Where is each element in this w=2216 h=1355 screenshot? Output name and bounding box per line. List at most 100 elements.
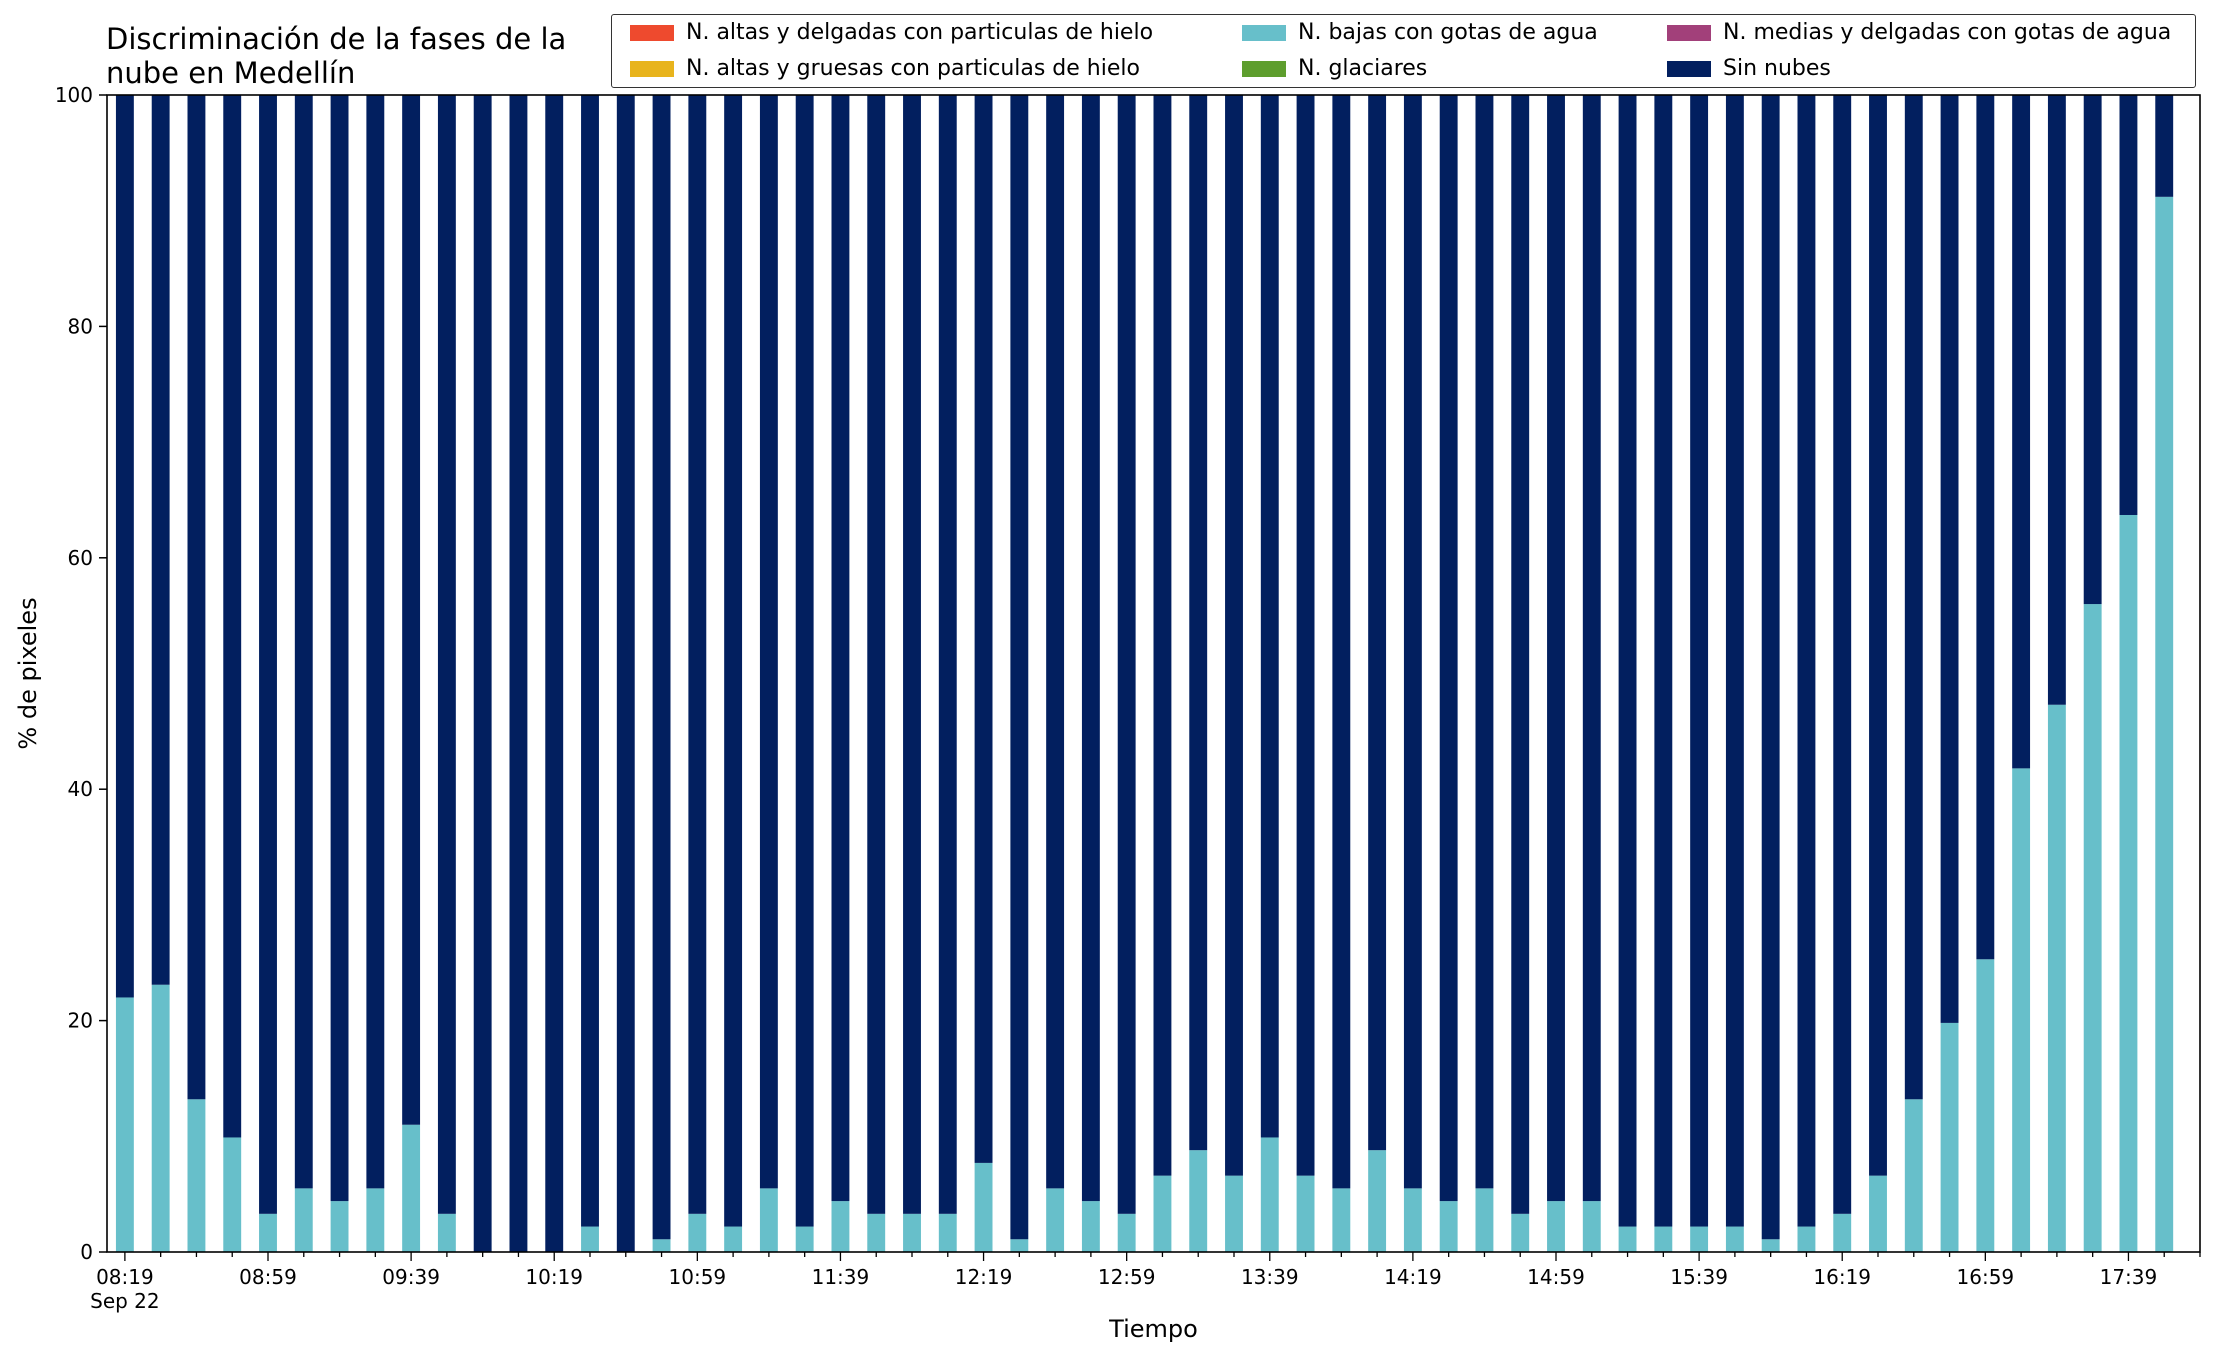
legend-swatch (1667, 61, 1711, 77)
bar-segment (1725, 1226, 1744, 1252)
bar-segment (1475, 95, 1494, 1189)
bar-segment (1976, 959, 1995, 1252)
bar-segment (1225, 95, 1243, 1176)
bar-segment (652, 95, 671, 1240)
bar-segment (938, 1213, 957, 1252)
bar-segment (688, 1213, 707, 1252)
legend-swatch (1242, 61, 1286, 77)
bar-segment (867, 95, 886, 1214)
bar-segment (1081, 1201, 1100, 1252)
x-tick-label: 16:59 (1957, 1265, 2015, 1289)
bar-segment (366, 95, 385, 1189)
chart-title-line-2: nube en Medellín (106, 56, 356, 90)
x-tick-label: 11:39 (812, 1265, 870, 1289)
bar-segment (581, 1226, 599, 1252)
bar-segment (1904, 95, 1923, 1100)
x-tick-sublabel: Sep 22 (90, 1289, 160, 1313)
bar-segment (724, 95, 743, 1227)
bar-segment (2012, 768, 2031, 1252)
bar-segment (1332, 95, 1351, 1189)
bar-segment (795, 95, 814, 1227)
bar-segment (473, 95, 492, 1252)
legend-label: N. altas y delgadas con particulas de hi… (686, 20, 1154, 45)
bar-segment (1582, 1201, 1601, 1252)
bar-segment (1046, 95, 1065, 1189)
bar-segment (1904, 1099, 1923, 1252)
y-tick-label: 100 (55, 83, 93, 107)
bar-segment (1511, 1213, 1530, 1252)
bar-segment (330, 1201, 349, 1252)
bar-segment (1869, 95, 1887, 1176)
x-tick-label: 10:59 (669, 1265, 727, 1289)
bar-segment (1547, 1201, 1565, 1252)
legend-label: N. glaciares (1298, 56, 1428, 81)
bar-segment (1654, 1226, 1673, 1252)
bar-segment (1797, 95, 1816, 1227)
x-tick-label: 12:19 (955, 1265, 1013, 1289)
bar-segment (1368, 1150, 1387, 1252)
legend-label: N. medias y delgadas con gotas de agua (1723, 20, 2172, 45)
bar-segment (1511, 95, 1530, 1214)
bar-segment (1690, 1226, 1709, 1252)
bar-segment (259, 1213, 277, 1252)
y-tick-label: 40 (68, 777, 93, 801)
bar-segment (1403, 1188, 1422, 1252)
legend-swatch (630, 25, 674, 41)
bar-segment (1940, 1022, 1959, 1252)
x-axis-label: Tiempo (1108, 1315, 1198, 1343)
bar-segment (2155, 95, 2174, 197)
bar-segment (187, 95, 206, 1100)
bar-segment (616, 95, 635, 1252)
bar-segment (1439, 1201, 1458, 1252)
bar-segment (437, 95, 456, 1214)
bar-segment (903, 95, 921, 1214)
y-tick-label: 60 (68, 546, 93, 570)
chart-title: Discriminación de la fases de la nube en… (106, 22, 566, 90)
bar-segment (2119, 514, 2138, 1252)
x-tick-label: 10:19 (525, 1265, 583, 1289)
x-tick-label: 17:39 (2100, 1265, 2158, 1289)
bar-segment (1332, 1188, 1351, 1252)
x-tick-label: 08:59 (239, 1265, 297, 1289)
bar-segment (1976, 95, 1995, 960)
bar-segment (1725, 95, 1744, 1227)
bar-segment (1690, 95, 1709, 1227)
legend-swatch (1242, 25, 1286, 41)
bar-segment (1189, 1150, 1208, 1252)
bar-segment (1010, 1239, 1029, 1252)
bar-segment (223, 95, 242, 1138)
bar-segment (1081, 95, 1100, 1202)
bar-segment (759, 1188, 778, 1252)
legend-label: N. bajas con gotas de agua (1298, 20, 1598, 45)
bar-segment (1368, 95, 1387, 1151)
bar-segment (1296, 95, 1315, 1176)
bar-segment (1475, 1188, 1494, 1252)
x-tick-label: 15:39 (1670, 1265, 1728, 1289)
legend-label: Sin nubes (1723, 56, 1831, 81)
x-tick-label: 14:59 (1527, 1265, 1585, 1289)
bar-segment (402, 1124, 421, 1252)
chart-title-line-1: Discriminación de la fases de la (106, 22, 567, 56)
x-tick-label: 12:59 (1098, 1265, 1156, 1289)
bar-segment (1797, 1226, 1816, 1252)
bar-segment (330, 95, 349, 1202)
bar-segment (1296, 1175, 1315, 1252)
bar-segment (938, 95, 957, 1214)
bar-segment (402, 95, 421, 1125)
bar-segment (1439, 95, 1458, 1202)
bar-segment (1403, 95, 1422, 1189)
bar-segment (2047, 704, 2066, 1252)
bar-segment (1260, 95, 1279, 1138)
bar-segment (795, 1226, 814, 1252)
legend: N. altas y delgadas con particulas de hi… (611, 14, 2196, 88)
bar-segment (294, 95, 313, 1189)
bar-segment (1654, 95, 1673, 1227)
bar-segment (581, 95, 599, 1227)
bar-segment (903, 1213, 921, 1252)
x-tick-label: 16:19 (1813, 1265, 1871, 1289)
y-tick-label: 20 (68, 1009, 93, 1033)
x-tick-label: 08:19 (96, 1265, 154, 1289)
bar-segment (1833, 95, 1852, 1214)
plot-frame (106, 94, 2201, 1253)
